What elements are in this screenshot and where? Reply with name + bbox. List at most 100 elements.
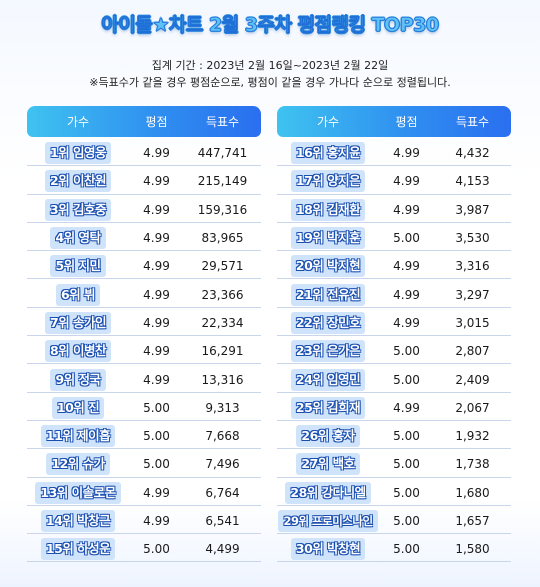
- rating-cell: 4.99: [143, 344, 170, 359]
- rating-cell: 4.99: [143, 372, 170, 387]
- table-header: 가수 평점 득표수: [277, 106, 511, 137]
- singer-name: 20위 박지현: [290, 255, 366, 278]
- header-rating: 평점: [145, 115, 168, 129]
- singer-cell: 10위 진: [27, 396, 129, 420]
- singer-cell: 29위 프로미스나인: [277, 509, 379, 533]
- singer-name: 27위 백호: [296, 453, 360, 476]
- table-row: 4위 영탁 4.99 83,965: [27, 226, 261, 252]
- singer-cell: 22위 장민호: [277, 311, 379, 335]
- singer-name: 21위 전유진: [290, 283, 366, 306]
- table-row: 18위 김재환 4.99 3,987: [277, 198, 511, 223]
- table-body: 16위 홍지윤 4.99 4,432 17위 양지은 4.99 4,153 18위 김재환 4…: [277, 141, 511, 563]
- votes-cell: 22,334: [201, 315, 244, 330]
- table-body: 1위 임영웅 4.99 447,741 2위 이찬원 4.99 215,149 3위 김호중…: [27, 141, 261, 563]
- votes-cell: 29,571: [201, 259, 244, 274]
- table-row: 13위 이솔로몬 4.99 6,764: [27, 481, 261, 506]
- table-row: 28위 강다니엘 5.00 1,680: [277, 481, 511, 506]
- singer-cell: 30위 박창현: [277, 537, 379, 561]
- ranking-table-right: 가수 평점 득표수 16위 홍지윤 4.99 4,432 17위 양지은 4.99 4,1…: [277, 106, 511, 565]
- votes-cell: 4,499: [205, 542, 240, 557]
- singer-name: 8위 이병찬: [44, 340, 112, 363]
- rating-cell: 5.00: [143, 429, 170, 444]
- singer-name: 10위 진: [51, 396, 105, 419]
- rating-cell: 4.99: [143, 514, 170, 528]
- singer-cell: 7위 송가인: [27, 311, 129, 335]
- votes-cell: 1,657: [455, 514, 490, 528]
- table-row: 16위 홍지윤 4.99 4,432: [277, 141, 511, 167]
- table-row: 20위 박지현 4.99 3,316: [277, 254, 511, 280]
- votes-cell: 4,432: [455, 146, 490, 161]
- singer-cell: 1위 임영웅: [27, 141, 129, 165]
- singer-name: 11위 제이홉: [40, 425, 116, 448]
- votes-cell: 6,541: [205, 514, 240, 528]
- table-row: 8위 이병찬 4.99 16,291: [27, 339, 261, 365]
- singer-cell: 21위 전유진: [277, 282, 379, 306]
- singer-cell: 20위 박지현: [277, 254, 379, 278]
- votes-cell: 7,496: [205, 457, 240, 472]
- rating-cell: 4.99: [393, 259, 420, 274]
- singer-cell: 4위 영탁: [27, 226, 129, 250]
- rating-cell: 5.00: [393, 542, 420, 557]
- rating-cell: 4.99: [393, 400, 420, 415]
- singer-cell: 6위 뷔: [27, 282, 129, 306]
- table-header: 가수 평점 득표수: [27, 106, 261, 137]
- rating-cell: 5.00: [143, 400, 170, 415]
- votes-cell: 1,580: [455, 542, 490, 557]
- table-row: 14위 박창근 4.99 6,541: [27, 509, 261, 535]
- singer-cell: 13위 이솔로몬: [27, 481, 129, 505]
- table-row: 1위 임영웅 4.99 447,741: [27, 141, 261, 167]
- singer-cell: 8위 이병찬: [27, 339, 129, 363]
- table-row: 22위 장민호 4.99 3,015: [277, 311, 511, 337]
- sorting-note: ※득표수가 같을 경우 평점순으로, 평점이 같을 경우 가나다 순으로 정렬됩…: [89, 76, 451, 89]
- votes-cell: 4,153: [455, 174, 490, 189]
- table-row: 5위 지민 4.99 29,571: [27, 254, 261, 280]
- rating-cell: 4.99: [143, 174, 170, 189]
- rating-cell: 4.99: [143, 231, 170, 246]
- singer-name: 24위 임영민: [290, 368, 366, 391]
- singer-cell: 23위 은가은: [277, 339, 379, 363]
- singer-cell: 26위 홍자: [277, 424, 379, 448]
- header-singer: 가수: [316, 115, 340, 129]
- singer-name: 29위 프로미스나인: [278, 510, 378, 532]
- singer-cell: 19위 박지훈: [277, 226, 379, 250]
- singer-name: 18위 김재환: [290, 198, 366, 221]
- singer-name: 4위 영탁: [50, 227, 106, 250]
- singer-name: 7위 송가인: [44, 311, 112, 334]
- rating-cell: 4.99: [143, 287, 170, 302]
- singer-name: 12위 슈가: [46, 453, 110, 476]
- table-row: 19위 박지훈 5.00 3,530: [277, 226, 511, 252]
- votes-cell: 23,366: [201, 287, 244, 302]
- votes-cell: 7,668: [205, 429, 240, 444]
- singer-name: 13위 이솔로몬: [35, 481, 121, 504]
- table-row: 9위 정국 4.99 13,316: [27, 367, 261, 393]
- table-row: 21위 전유진 4.99 3,297: [277, 282, 511, 308]
- rating-cell: 4.99: [393, 202, 420, 217]
- singer-cell: 15위 하성운: [27, 537, 129, 561]
- votes-cell: 16,291: [201, 344, 244, 359]
- votes-cell: 1,738: [455, 457, 490, 472]
- singer-name: 17위 양지은: [290, 170, 366, 193]
- aggregation-period: 집계 기간 : 2023년 2월 16일~2023년 2월 22일: [151, 59, 389, 72]
- votes-cell: 13,316: [201, 372, 244, 387]
- singer-cell: 3위 김호중: [27, 198, 129, 222]
- rating-cell: 4.99: [393, 146, 420, 161]
- votes-cell: 1,680: [455, 485, 490, 500]
- singer-cell: 18위 김재환: [277, 198, 379, 222]
- rating-cell: 4.99: [393, 174, 420, 189]
- votes-cell: 2,807: [455, 344, 490, 359]
- table-row: 24위 임영민 5.00 2,409: [277, 367, 511, 393]
- table-row: 11위 제이홉 5.00 7,668: [27, 424, 261, 450]
- rating-cell: 5.00: [393, 372, 420, 387]
- rating-cell: 4.99: [143, 146, 170, 161]
- singer-name: 3위 김호중: [44, 198, 112, 221]
- singer-name: 14위 박창근: [40, 510, 116, 532]
- votes-cell: 2,067: [455, 400, 490, 415]
- header-singer: 가수: [66, 115, 90, 129]
- votes-cell: 3,316: [455, 259, 490, 274]
- votes-cell: 2,409: [455, 372, 490, 387]
- table-row: 17위 양지은 4.99 4,153: [277, 169, 511, 195]
- table-row: 10위 진 5.00 9,313: [27, 396, 261, 421]
- singer-cell: 24위 임영민: [277, 367, 379, 391]
- singer-name: 2위 이찬원: [44, 170, 112, 193]
- rating-cell: 4.99: [393, 287, 420, 302]
